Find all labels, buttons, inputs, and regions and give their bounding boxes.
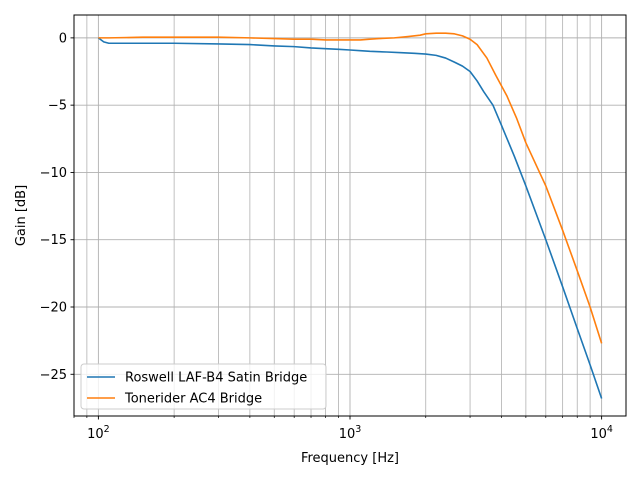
legend: Roswell LAF-B4 Satin Bridge Tonerider AC4… — [80, 363, 327, 410]
y-tick-label: −15 — [40, 233, 67, 248]
x-axis-label: Frequency [Hz] — [301, 451, 399, 466]
y-axis-label: Gain [dB] — [14, 185, 29, 246]
x-tick-label: 102 — [87, 424, 110, 442]
y-tick-label: −5 — [48, 99, 67, 114]
series-line-2 — [98, 32, 603, 344]
legend-label: Tonerider AC4 Bridge — [124, 392, 262, 407]
y-tick-label: −25 — [40, 368, 67, 383]
y-tick-label: 0 — [59, 31, 67, 46]
grid — [73, 15, 626, 416]
axis-ticks: 0 −5 −10 −15 −20 −25 102 103 104 — [40, 31, 613, 442]
series-line-1 — [97, 37, 603, 399]
series-lines — [97, 32, 603, 399]
legend-label: Roswell LAF-B4 Satin Bridge — [125, 371, 307, 386]
x-tick-label: 103 — [339, 424, 362, 442]
legend-box — [80, 363, 327, 410]
y-tick-label: −10 — [40, 166, 67, 181]
y-tick-label: −20 — [40, 301, 67, 316]
x-tick-label: 104 — [590, 424, 613, 442]
